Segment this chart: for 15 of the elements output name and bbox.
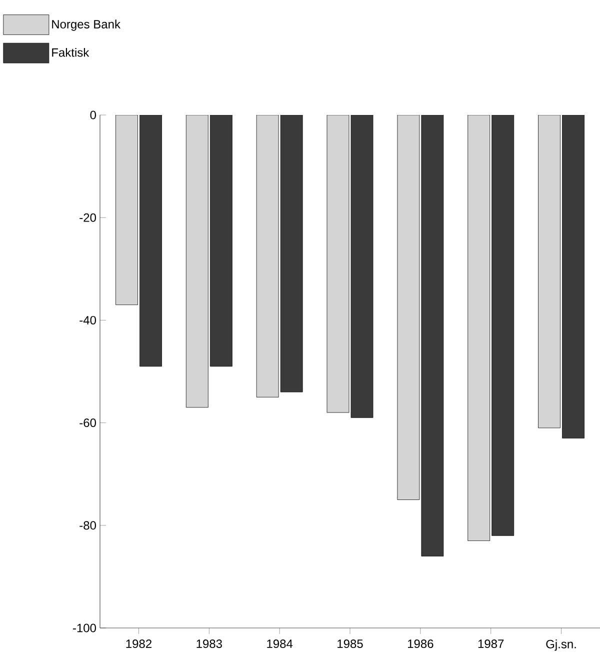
- y-tick-label: -20: [80, 213, 96, 222]
- y-tick-label: 0: [90, 110, 96, 120]
- x-tick-label: 1983: [196, 640, 222, 648]
- legend-label: Faktisk: [52, 48, 90, 57]
- x-tick-label: 1986: [408, 640, 434, 648]
- y-tick-label: -40: [80, 316, 96, 324]
- x-tick-label: Gj.sn.: [546, 640, 576, 651]
- y-tick-label: -80: [80, 521, 96, 530]
- legend-label: Norges Bank: [52, 20, 120, 31]
- x-tick-label: 1984: [267, 640, 292, 648]
- x-tick-label: 1987: [478, 640, 504, 648]
- x-tick-label: 1985: [337, 640, 363, 648]
- y-tick-label: -60: [80, 418, 96, 428]
- y-tick-label: -100: [72, 624, 96, 632]
- x-tick-label: 1982: [126, 640, 152, 648]
